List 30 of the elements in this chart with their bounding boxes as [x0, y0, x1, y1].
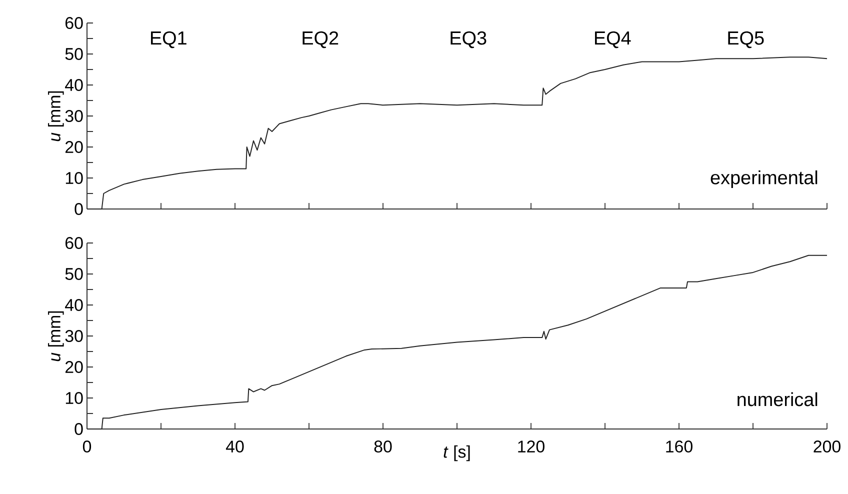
y-tick-label: 50: [65, 48, 83, 60]
y-tick-label: 0: [74, 423, 83, 436]
y-tick-label: 50: [65, 268, 83, 280]
annotation: experimental: [710, 170, 818, 188]
x-tick-label: 40: [226, 440, 244, 453]
x-tick-label: 120: [518, 440, 544, 453]
y-tick-label: 20: [66, 141, 83, 154]
y-tick-label: 60: [66, 237, 83, 250]
annotation: EQ1: [151, 31, 186, 48]
x-axis-title: t [s]: [444, 445, 470, 462]
y-tick-label: 40: [65, 79, 83, 92]
x-tick-label: 80: [374, 440, 392, 453]
y-axis-title: u [mm]: [48, 91, 64, 142]
y-axis-title: u [mm]: [48, 311, 64, 362]
annotation: EQ3: [450, 31, 486, 48]
y-tick-label: 20: [66, 361, 83, 374]
y-tick-label: 30: [65, 110, 83, 122]
annotation: EQ2: [302, 31, 338, 48]
x-tick-label: 200: [814, 440, 840, 453]
y-tick-label: 40: [65, 299, 83, 312]
y-tick-label: 0: [74, 203, 83, 215]
y-tick-label: 30: [65, 330, 83, 342]
annotation: EQ5: [728, 31, 764, 48]
annotation: numerical: [738, 392, 818, 406]
annotation: EQ4: [595, 31, 631, 48]
x-tick-label: 160: [666, 440, 692, 453]
y-tick-label: 60: [66, 17, 83, 30]
y-tick-label: 10: [66, 392, 83, 404]
x-tick-label: 0: [82, 440, 92, 453]
y-tick-label: 10: [66, 172, 83, 184]
